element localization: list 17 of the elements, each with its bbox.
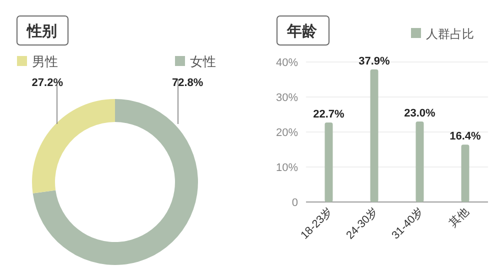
x-tick-label: 其他 <box>446 204 472 230</box>
data-label: 22.7% <box>313 108 345 121</box>
data-label: 72.8% <box>172 77 204 89</box>
data-label: 23.0% <box>404 108 436 120</box>
y-tick-label: 20% <box>276 127 298 139</box>
legend-label: 女性 <box>190 54 216 69</box>
chart-title: 性别 <box>26 23 57 40</box>
legend-label: 人群占比 <box>426 27 474 41</box>
data-label: 16.4% <box>450 130 482 143</box>
legend-label: 男性 <box>32 54 58 69</box>
y-tick-label: 40% <box>276 57 298 69</box>
y-tick-label: 30% <box>276 92 298 104</box>
y-tick-label: 10% <box>276 162 298 174</box>
y-tick-label: 0 <box>292 197 298 209</box>
data-label: 27.2% <box>32 77 64 89</box>
data-label: 37.9% <box>358 55 390 68</box>
chart-title: 年龄 <box>286 23 318 40</box>
